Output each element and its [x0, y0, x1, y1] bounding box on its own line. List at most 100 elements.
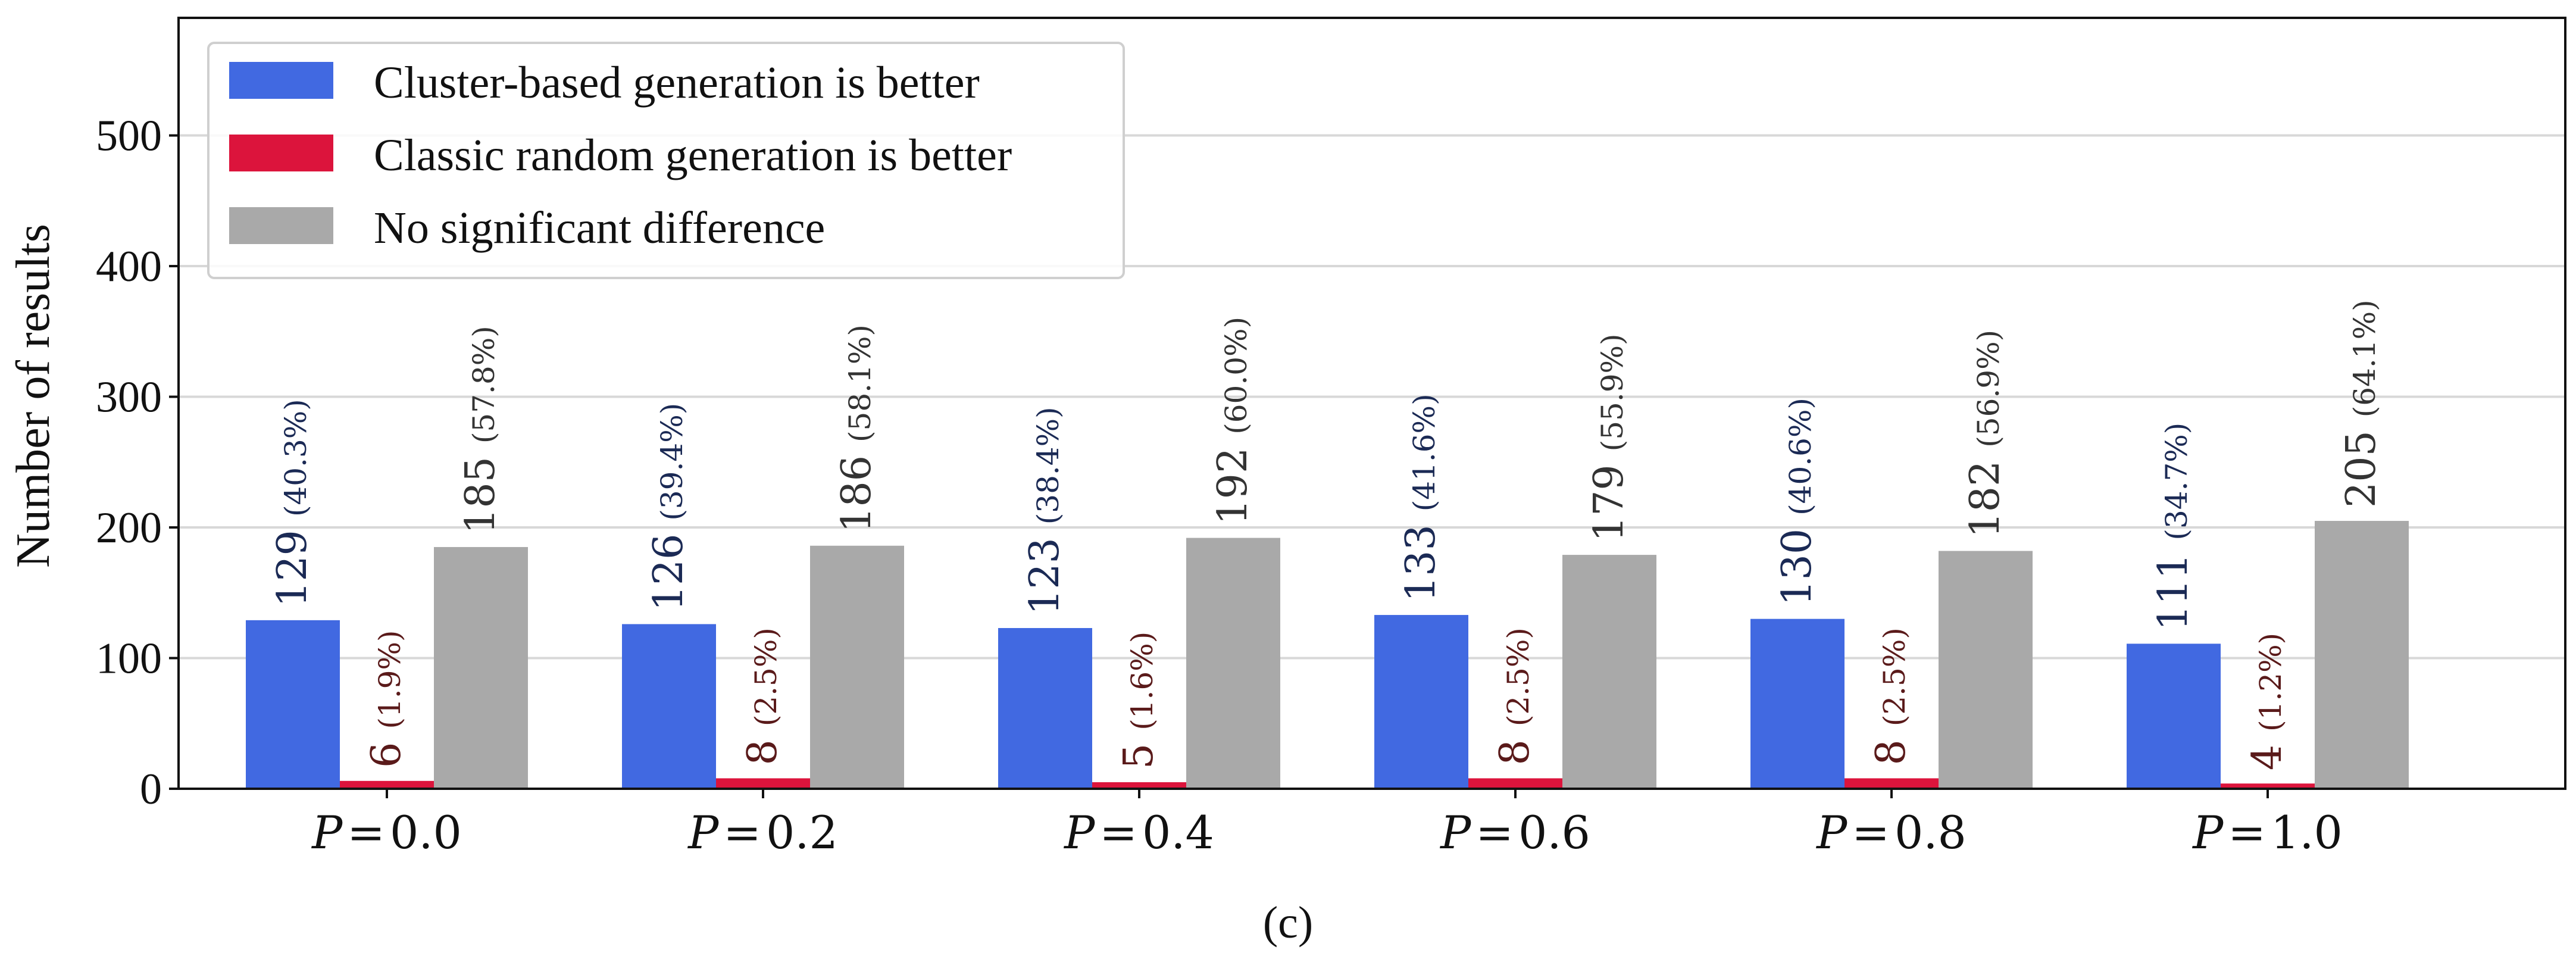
legend-label: Classic random generation is better — [374, 130, 1012, 180]
x-tick-var: P — [1063, 806, 1096, 859]
bar-value-label: 129 (40.3%) — [269, 399, 316, 607]
bar-percent: (34.7%) — [2159, 423, 2194, 541]
x-tick-label: P = 0.8 — [1815, 806, 1967, 859]
bar-percent: (64.1%) — [2347, 299, 2382, 417]
x-tick-eq: = — [2228, 806, 2266, 859]
bar-value-label: 123 (38.4%) — [1021, 407, 1068, 615]
bar-value: 6 — [363, 742, 410, 768]
bar-percent: (41.6%) — [1407, 393, 1442, 511]
bar — [1092, 782, 1186, 789]
bar-value: 5 — [1115, 744, 1162, 769]
bar — [716, 778, 810, 789]
x-tick-eq: = — [347, 806, 385, 859]
bar — [2221, 783, 2315, 789]
y-axis-ticks: 0 100 200 300 400 500 — [96, 112, 179, 814]
bar — [1562, 555, 1656, 789]
bar-value-label: 185 (57.8%) — [457, 326, 504, 534]
bar-percent: (1.6%) — [1125, 632, 1159, 730]
bar-value: 192 — [1209, 448, 1256, 525]
x-tick-num: 0.0 — [390, 806, 462, 859]
y-tick-label: 0 — [140, 765, 162, 814]
legend-label: No significant difference — [374, 203, 825, 253]
bar — [998, 628, 1092, 789]
x-tick-eq: = — [1099, 806, 1137, 859]
x-tick-eq: = — [1852, 806, 1890, 859]
bar-percent: (38.4%) — [1031, 407, 1065, 524]
bar-value-label: 5 (1.6%) — [1115, 632, 1162, 769]
x-tick-num: 0.4 — [1142, 806, 1214, 859]
bar — [1750, 618, 1845, 789]
bar — [622, 624, 716, 789]
bar-value-label: 192 (60.0%) — [1209, 317, 1256, 525]
bar-value: 133 — [1398, 524, 1445, 602]
bar-value-label: 6 (1.9%) — [363, 630, 410, 768]
bar-value: 205 — [2338, 430, 2385, 508]
x-tick-label: P = 0.6 — [1439, 806, 1590, 859]
bar-value-label: 111 (34.7%) — [2150, 423, 2197, 631]
bar-value-label: 8 (2.5%) — [1492, 627, 1539, 765]
bar-value-labels: 129 (40.3%) 6 (1.9%) 185 (57.8%) 126 (39.4%) 8 (2… — [269, 299, 2385, 770]
x-tick-num: 0.8 — [1895, 806, 1967, 859]
bar-value-label: 186 (58.1%) — [833, 324, 880, 533]
y-tick-label: 300 — [96, 373, 162, 422]
bar-value: 186 — [833, 455, 880, 533]
x-tick-label: P = 0.0 — [311, 806, 462, 859]
bar — [2127, 644, 2221, 789]
bar-percent: (2.5%) — [1877, 627, 1912, 726]
x-tick-label: P = 1.0 — [2192, 806, 2343, 859]
bar-percent: (58.1%) — [843, 324, 877, 442]
y-tick-label: 400 — [96, 242, 162, 291]
legend: Cluster-based generation is better Classi… — [207, 42, 1125, 279]
bar-percent: (1.2%) — [2253, 633, 2288, 732]
bar-value: 8 — [739, 739, 786, 765]
bar-value-label: 8 (2.5%) — [739, 627, 786, 765]
x-tick-eq: = — [1475, 806, 1514, 859]
bar-percent: (2.5%) — [1501, 627, 1536, 726]
bar-percent: (57.8%) — [467, 326, 501, 443]
bars — [246, 521, 2409, 789]
x-tick-var: P — [1815, 806, 1848, 859]
bar-value-label: 8 (2.5%) — [1868, 627, 1915, 765]
bar-value-label: 130 (40.6%) — [1774, 398, 1821, 606]
y-tick-label: 100 — [96, 635, 162, 683]
x-tick-num: 0.6 — [1518, 806, 1590, 859]
bar — [1468, 778, 1562, 789]
bar — [1939, 551, 2033, 789]
bar-value: 111 — [2150, 554, 2197, 631]
bar-value-label: 4 (1.2%) — [2244, 633, 2291, 770]
bar-percent: (1.9%) — [373, 630, 407, 729]
bar — [2315, 521, 2409, 789]
x-tick-label: P = 0.2 — [687, 806, 838, 859]
x-axis-ticks: P = 0.0 P = 0.2 P = 0.4 P = 0.6 P = 0.8 P = 1.0 — [311, 789, 2343, 859]
bar-value: 185 — [457, 457, 504, 534]
bar-value: 129 — [269, 530, 316, 607]
bar — [340, 780, 434, 789]
bar — [1186, 538, 1280, 789]
bar — [1845, 778, 1939, 789]
legend-label: Cluster-based generation is better — [374, 58, 980, 108]
bar-value: 123 — [1021, 538, 1068, 615]
bar — [246, 620, 340, 789]
bar — [810, 545, 904, 789]
x-tick-var: P — [1439, 806, 1472, 859]
legend-swatch — [229, 135, 333, 171]
bar-percent: (39.4%) — [655, 403, 689, 521]
bar-value: 8 — [1492, 739, 1539, 765]
bar — [1374, 615, 1468, 789]
x-tick-var: P — [2192, 806, 2224, 859]
legend-swatch — [229, 62, 333, 99]
legend-swatch — [229, 207, 333, 244]
x-tick-eq: = — [723, 806, 761, 859]
bar-value: 182 — [1962, 461, 2009, 538]
x-tick-var: P — [311, 806, 343, 859]
bar-value: 126 — [645, 534, 692, 611]
bar-percent: (60.0%) — [1219, 317, 1253, 435]
bar-percent: (55.9%) — [1595, 333, 1630, 451]
bar-value: 8 — [1868, 739, 1915, 765]
x-tick-var: P — [687, 806, 720, 859]
bar-value-label: 205 (64.1%) — [2338, 299, 2385, 508]
x-tick-label: P = 0.4 — [1063, 806, 1214, 859]
x-tick-num: 1.0 — [2271, 806, 2343, 859]
figure-caption: (c) — [1263, 898, 1313, 948]
bar-value: 4 — [2244, 745, 2291, 770]
